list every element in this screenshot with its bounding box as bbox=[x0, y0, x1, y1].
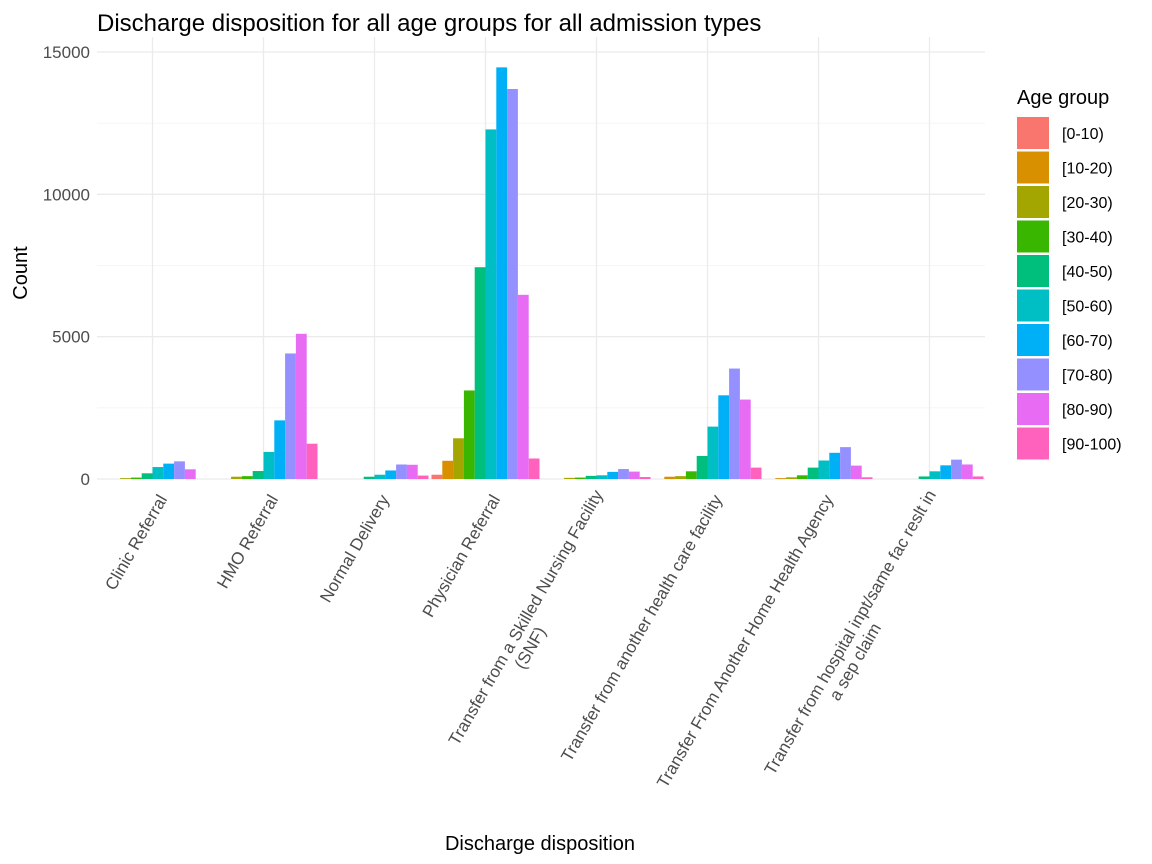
bar bbox=[528, 458, 540, 479]
bar bbox=[252, 471, 264, 479]
bar bbox=[961, 464, 973, 479]
y-axis-title: Count bbox=[10, 246, 32, 300]
legend-swatch bbox=[1017, 117, 1049, 149]
bar bbox=[285, 353, 296, 479]
bar bbox=[585, 475, 597, 479]
bar bbox=[374, 474, 386, 479]
legend-swatch bbox=[1017, 186, 1049, 218]
bar bbox=[295, 333, 307, 479]
legend-swatch bbox=[1017, 393, 1049, 425]
bar bbox=[951, 459, 962, 479]
bar bbox=[696, 455, 708, 479]
bar bbox=[163, 463, 175, 479]
legend-label: [50-60) bbox=[1062, 299, 1113, 316]
y-axis-ticks: 0 5000 10000 15000 bbox=[43, 43, 90, 489]
chart-title: Discharge disposition for all age groups… bbox=[97, 10, 761, 37]
bar bbox=[442, 460, 454, 479]
bar bbox=[263, 451, 275, 479]
bar bbox=[485, 129, 497, 479]
bar bbox=[607, 471, 619, 479]
x-axis-title: Discharge disposition bbox=[445, 833, 635, 855]
bar bbox=[564, 477, 575, 479]
bar bbox=[918, 476, 930, 479]
bar bbox=[184, 469, 196, 479]
legend-items: [0-10) [10-20) [20-30) [30-40) [40-50) [50-60… bbox=[1017, 117, 1122, 460]
bar bbox=[929, 471, 941, 479]
bar bbox=[363, 476, 375, 479]
bar bbox=[685, 471, 697, 479]
bars bbox=[120, 67, 984, 480]
legend-label: [40-50) bbox=[1062, 264, 1113, 281]
legend-label: [0-10) bbox=[1062, 126, 1104, 143]
legend-label: [20-30) bbox=[1062, 195, 1113, 212]
bar bbox=[739, 399, 751, 479]
bar bbox=[596, 475, 608, 479]
bar bbox=[639, 477, 651, 479]
y-tick-label: 15000 bbox=[43, 43, 90, 62]
legend-swatch bbox=[1017, 358, 1049, 391]
bar bbox=[231, 476, 242, 479]
legend-swatch bbox=[1017, 220, 1049, 253]
legend-label: [60-70) bbox=[1062, 333, 1113, 350]
legend-label: [10-20) bbox=[1062, 161, 1113, 178]
bar bbox=[174, 461, 185, 479]
bar bbox=[718, 395, 730, 479]
bar bbox=[141, 473, 153, 479]
bar bbox=[130, 477, 142, 479]
bar bbox=[574, 477, 586, 479]
bar bbox=[241, 476, 253, 479]
legend-swatch bbox=[1017, 427, 1049, 460]
bar bbox=[972, 476, 984, 479]
bar bbox=[396, 464, 407, 479]
bar bbox=[940, 465, 952, 479]
bar bbox=[474, 267, 486, 479]
y-tick-label: 5000 bbox=[52, 328, 90, 347]
bar bbox=[861, 477, 873, 479]
bar bbox=[463, 390, 475, 479]
bar bbox=[152, 467, 164, 479]
legend-label: [30-40) bbox=[1062, 230, 1113, 247]
bar bbox=[507, 89, 518, 479]
bar bbox=[840, 447, 851, 479]
legend-swatch bbox=[1017, 151, 1049, 184]
bar bbox=[775, 478, 787, 479]
legend-label: [90-100) bbox=[1062, 437, 1122, 454]
bar bbox=[385, 470, 397, 479]
legend-title: Age group bbox=[1017, 87, 1109, 109]
legend-swatch bbox=[1017, 324, 1049, 356]
bar bbox=[120, 478, 131, 479]
legend-swatch bbox=[1017, 289, 1049, 322]
legend-label: [80-90) bbox=[1062, 402, 1113, 419]
legend-label: [70-80) bbox=[1062, 368, 1113, 385]
bar bbox=[274, 420, 286, 479]
bar bbox=[807, 467, 819, 479]
bar bbox=[707, 426, 719, 479]
bar bbox=[829, 452, 841, 479]
bar bbox=[786, 477, 797, 479]
bar bbox=[431, 474, 443, 479]
bar bbox=[628, 471, 640, 479]
y-tick-label: 0 bbox=[81, 470, 90, 489]
y-tick-label: 10000 bbox=[43, 185, 90, 204]
legend-swatch bbox=[1017, 255, 1049, 287]
bar bbox=[306, 443, 318, 479]
bar bbox=[675, 476, 686, 479]
bar bbox=[517, 294, 529, 479]
bar bbox=[750, 467, 762, 479]
bar bbox=[729, 368, 740, 479]
bar bbox=[406, 464, 418, 479]
bar bbox=[453, 438, 464, 479]
bar bbox=[496, 67, 508, 480]
bar bbox=[417, 475, 429, 479]
bar bbox=[618, 469, 629, 479]
legend: Age group [0-10) [10-20) [20-30) [30-40) [40… bbox=[1017, 87, 1122, 460]
bar bbox=[850, 465, 862, 479]
bar bbox=[818, 460, 830, 479]
bar bbox=[796, 475, 808, 479]
bar bbox=[664, 476, 676, 479]
